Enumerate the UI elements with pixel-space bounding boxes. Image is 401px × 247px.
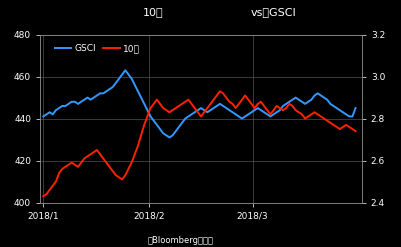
- 10年: [352, 130, 357, 133]
- GSCI: [123, 69, 128, 72]
- Legend: GSCI, 10年: GSCI, 10年: [51, 41, 144, 57]
- GSCI: [41, 115, 46, 118]
- 10年: [330, 124, 335, 126]
- GSCI: [113, 81, 118, 84]
- 10年: [201, 111, 206, 114]
- GSCI: [233, 113, 237, 116]
- GSCI: [333, 106, 338, 109]
- 10年: [217, 90, 222, 93]
- Text: vs　GSCI: vs GSCI: [250, 7, 296, 17]
- 10年: [340, 125, 344, 128]
- GSCI: [167, 136, 172, 139]
- 10年: [41, 195, 46, 198]
- GSCI: [352, 106, 357, 109]
- Text: 10年: 10年: [142, 7, 163, 17]
- 10年: [229, 103, 234, 105]
- Line: GSCI: GSCI: [43, 70, 354, 137]
- GSCI: [343, 113, 348, 116]
- 10年: [101, 157, 105, 160]
- GSCI: [208, 109, 213, 112]
- Text: （Bloombergより）: （Bloombergより）: [148, 236, 213, 245]
- Line: 10年: 10年: [43, 91, 354, 196]
- 10年: [113, 174, 118, 177]
- GSCI: [101, 92, 105, 95]
